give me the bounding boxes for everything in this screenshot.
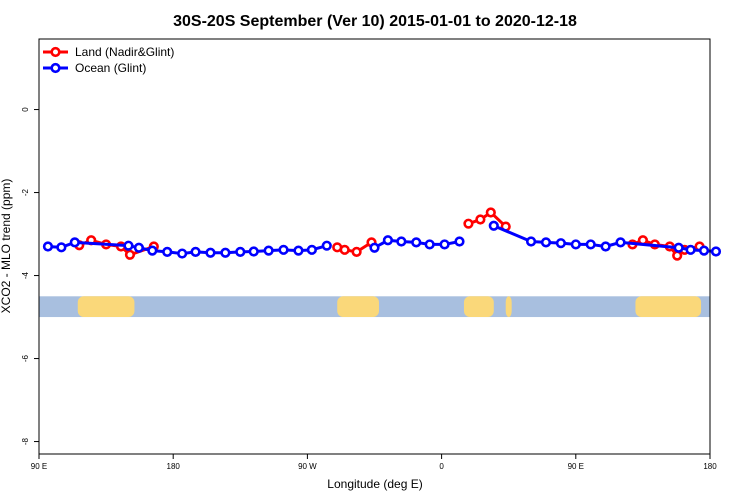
series-ocean-point-19 [382,235,394,246]
x-tick-label-0: 90 E [31,462,47,471]
land-ocean-mask-band [39,296,710,318]
series-ocean-point-24 [454,236,465,247]
series-land-point-4 [124,249,136,260]
series-ocean-point-3 [123,240,134,251]
series-ocean-point-23 [439,239,450,250]
series-ocean-point-29 [570,239,581,250]
y-axis: 0 -2 -4 -6 -8 [21,107,39,445]
series-ocean-point-7 [177,248,188,259]
series-ocean-point-10 [220,247,231,258]
chart-title: 30S-20S September (Ver 10) 2015-01-01 to… [173,13,577,30]
legend-ocean-marker [50,62,61,74]
x-axis: 90 E 180 90 W 0 90 E 180 [31,454,717,471]
series-ocean-point-20 [396,236,407,247]
series-ocean-point-14 [278,244,289,255]
series-ocean-point-6 [162,246,173,257]
series-ocean-point-35 [698,245,710,256]
series-ocean [42,220,722,259]
plot-frame [38,38,711,455]
series-ocean-point-21 [411,237,422,248]
series-ocean-point-18 [369,242,380,253]
land-segment-3 [505,296,512,318]
legend-ocean-label: Ocean (Glint) [75,61,146,75]
series-ocean-point-22 [424,239,435,250]
series-ocean-point-8 [190,246,201,257]
series-land-point-11 [475,214,486,225]
series-land-point-7 [339,244,350,255]
series-ocean-point-16 [306,244,317,255]
series-ocean-point-4 [133,242,145,253]
series-ocean-point-33 [673,242,684,253]
legend: Land (Nadir&Glint) Ocean (Glint) [43,45,174,75]
series-ocean-point-27 [540,237,552,248]
land-segment-2 [463,296,494,318]
y-tick-label-3: -6 [21,354,30,362]
y-tick-label-0: 0 [21,107,30,112]
y-tick-label-1: -2 [21,188,30,196]
series-ocean-point-32 [615,237,626,248]
series-land-point-12 [485,207,496,218]
series-land-point-8 [351,246,362,257]
series-ocean-point-9 [205,247,216,258]
series-ocean-point-25 [488,220,499,231]
series-ocean-point-1 [56,242,67,253]
x-tick-label-1: 180 [167,462,181,471]
land-segment-4 [635,296,702,318]
series-ocean-point-11 [235,246,246,257]
series-land-point-10 [463,218,474,229]
series-ocean-point-0 [42,241,54,252]
series-ocean-point-31 [600,241,611,252]
x-tick-label-4: 90 E [568,462,584,471]
series-ocean-point-28 [555,238,566,249]
series-land-point-18 [672,250,683,261]
y-tick-label-2: -4 [21,271,30,279]
series-ocean-point-15 [293,245,304,256]
legend-land-label: Land (Nadir&Glint) [75,45,174,59]
series-ocean-point-5 [147,245,158,256]
series-ocean-point-17 [321,240,332,251]
series-ocean-point-12 [248,246,259,257]
y-axis-label: XCO2 - MLO trend (ppm) [0,179,13,314]
y-tick-label-4: -8 [21,437,30,445]
x-tick-label-3: 0 [439,462,444,471]
series-ocean-point-26 [525,236,537,247]
series-ocean-point-36 [710,246,722,257]
series-ocean-point-30 [585,239,596,250]
land-segment-1 [337,296,379,318]
series-ocean-point-34 [685,244,696,255]
legend-land-marker [50,46,61,58]
series-land-line-2 [467,210,507,228]
series-ocean-point-13 [263,245,274,256]
series-layer [42,207,722,261]
x-axis-label: Longitude (deg E) [327,477,422,491]
x-tick-label-2: 90 W [298,462,317,471]
x-tick-label-5: 180 [703,462,717,471]
series-ocean-point-2 [69,237,80,248]
land-segment-0 [77,296,135,318]
